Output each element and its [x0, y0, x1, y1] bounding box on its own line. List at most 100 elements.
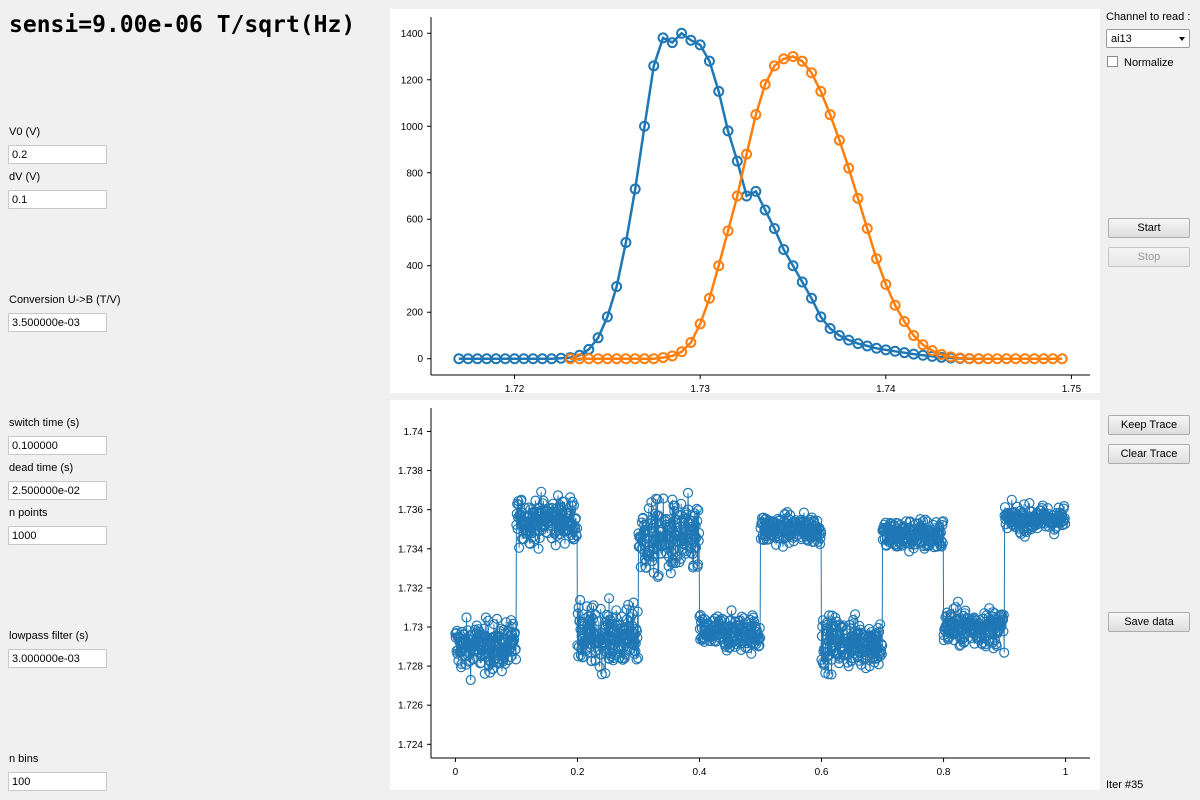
y-tick-label: 1200 — [401, 75, 424, 86]
data-point — [824, 323, 836, 335]
lowpass-filter-label: lowpass filter (s) — [9, 630, 89, 642]
conversion-label: Conversion U->B (T/V) — [9, 294, 121, 306]
data-point — [685, 336, 697, 348]
n-bins-input[interactable]: 100 — [8, 772, 107, 791]
data-point — [824, 109, 836, 121]
normalize-label: Normalize — [1124, 57, 1174, 69]
conversion-input[interactable]: 3.500000e-03 — [8, 313, 107, 332]
x-tick-label: 0.6 — [815, 767, 829, 778]
channel-select-value: ai13 — [1111, 33, 1132, 45]
x-tick-label: 0.2 — [570, 767, 584, 778]
dead-time-input[interactable]: 2.500000e-02 — [8, 481, 107, 500]
data-point — [796, 55, 808, 67]
data-point — [815, 85, 827, 97]
data-point — [843, 334, 855, 346]
trace-svg: 0 0.2 0.4 0.6 0.8 1 1.724 1.726 1.728 1.73 1.732 1.… — [398, 408, 1090, 778]
y-tick-label: 1.74 — [404, 427, 424, 438]
data-point — [750, 109, 762, 121]
data-point — [713, 85, 725, 97]
data-point — [889, 299, 901, 311]
data-point — [713, 260, 725, 272]
data-point — [638, 120, 650, 132]
v0-input[interactable]: 0.2 — [8, 145, 107, 164]
data-point — [806, 67, 818, 79]
data-point — [657, 32, 669, 44]
lowpass-filter-input[interactable]: 3.000000e-03 — [8, 649, 107, 668]
keep-trace-button[interactable]: Keep Trace — [1108, 415, 1190, 435]
data-point — [703, 292, 715, 304]
data-point — [880, 278, 892, 290]
data-point — [815, 311, 827, 323]
data-point — [787, 260, 799, 272]
data-point — [592, 332, 604, 344]
data-point — [871, 253, 883, 265]
x-tick-label: 1.75 — [1062, 384, 1082, 393]
series-line-0 — [458, 31, 979, 360]
data-point — [852, 192, 864, 204]
x-tick-label: 1.74 — [876, 384, 896, 393]
data-point — [806, 292, 818, 304]
y-tick-label: 800 — [406, 168, 423, 179]
data-point — [908, 329, 920, 341]
x-tick-label: 1.72 — [505, 384, 525, 393]
channel-select[interactable]: ai13 — [1106, 29, 1190, 48]
v0-label: V0 (V) — [9, 126, 41, 138]
data-point — [843, 162, 855, 174]
data-point — [833, 329, 845, 341]
n-bins-label: n bins — [9, 753, 39, 765]
x-tick-label: 0.4 — [693, 767, 707, 778]
y-tick-label: 1400 — [401, 29, 424, 40]
data-point — [666, 350, 678, 362]
dv-label: dV (V) — [9, 171, 41, 183]
data-point — [666, 37, 678, 49]
data-point — [629, 183, 641, 195]
stop-button[interactable]: Stop — [1108, 247, 1190, 267]
data-point — [796, 276, 808, 288]
data-point — [676, 346, 688, 358]
data-point — [741, 148, 753, 160]
data-point — [759, 204, 771, 216]
sensitivity-readout: sensi=9.00e-06 T/sqrt(Hz) — [9, 12, 356, 38]
dv-input[interactable]: 0.1 — [8, 190, 107, 209]
start-button[interactable]: Start — [1108, 218, 1190, 238]
dead-time-label: dead time (s) — [9, 462, 74, 474]
y-tick-label: 1.73 — [404, 622, 424, 633]
data-point — [1056, 353, 1068, 365]
switch-time-input[interactable]: 0.100000 — [8, 436, 107, 455]
y-tick-label: 400 — [406, 261, 423, 272]
data-point — [694, 318, 706, 330]
trace-line — [454, 491, 1066, 681]
channel-label: Channel to read : — [1106, 11, 1191, 23]
trace-plot[interactable]: 0 0.2 0.4 0.6 0.8 1 1.724 1.726 1.728 1.73 1.732 1.… — [390, 400, 1100, 790]
data-point — [676, 27, 688, 39]
iteration-counter: Iter #35 — [1106, 779, 1144, 791]
series-line-1 — [570, 55, 1063, 360]
data-point — [759, 78, 771, 90]
switch-time-label: switch time (s) — [9, 417, 80, 429]
save-data-button[interactable]: Save data — [1108, 612, 1190, 632]
data-point — [778, 243, 790, 255]
data-point — [648, 60, 660, 72]
normalize-checkbox[interactable] — [1107, 56, 1118, 67]
data-point — [722, 225, 734, 237]
data-point — [768, 223, 780, 235]
data-point — [768, 60, 780, 72]
data-point — [694, 39, 706, 51]
data-point — [601, 311, 613, 323]
data-point — [611, 281, 623, 293]
x-tick-label: 1 — [1063, 767, 1069, 778]
data-point — [861, 223, 873, 235]
n-points-label: n points — [9, 507, 48, 519]
data-point — [685, 34, 697, 46]
x-tick-label: 0 — [453, 767, 459, 778]
data-point — [787, 51, 799, 63]
clear-trace-button[interactable]: Clear Trace — [1108, 444, 1190, 464]
data-point — [917, 339, 929, 351]
histogram-plot[interactable]: 1.72 1.73 1.74 1.75 0 200 400 600 800 1000 1200 140… — [390, 9, 1100, 393]
data-point — [731, 190, 743, 202]
chevron-down-icon — [1179, 37, 1185, 41]
y-tick-label: 1.726 — [398, 701, 423, 712]
x-tick-label: 1.73 — [690, 384, 710, 393]
n-points-input[interactable]: 1000 — [8, 526, 107, 545]
data-point — [898, 316, 910, 328]
